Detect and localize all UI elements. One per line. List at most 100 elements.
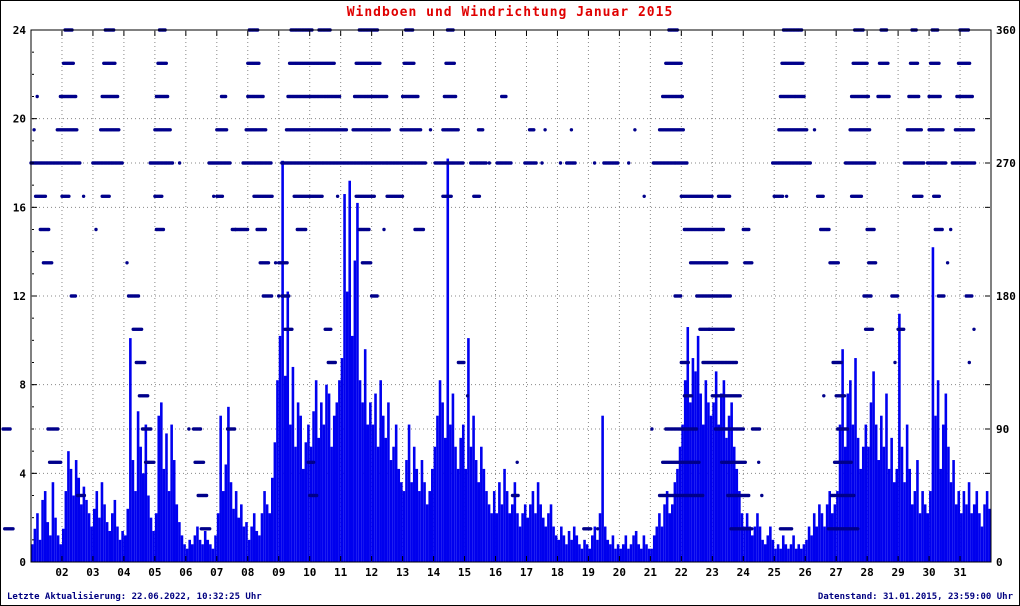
direction-dot [642,194,646,198]
direction-dot [801,61,805,65]
direction-dot [872,227,876,232]
direction-dot [967,61,972,65]
gust-bar [905,424,909,562]
direction-dot [650,427,654,431]
gust-bar [193,535,197,562]
gust-bar [640,548,643,562]
gust-bar [686,327,690,562]
gust-bar [113,499,117,562]
gust-bar [549,504,553,562]
direction-dot [228,161,232,165]
x-tick-label: 06 [179,566,193,579]
last-update-text: Letzte Aktualisierung: 22.06.2022, 10:32… [7,592,262,602]
left-tick-label: 12 [13,290,26,303]
gust-bar [214,535,217,562]
gust-bar [916,460,919,562]
gust-bar [598,513,602,562]
direction-dot [842,394,847,398]
direction-dot [685,161,689,165]
gust-bar [56,535,60,562]
direction-dot [126,294,131,298]
gust-bar [882,446,886,562]
gust-bar [175,504,179,562]
gust-bar [619,548,622,562]
direction-dot [734,360,739,365]
direction-dot [418,128,423,132]
gust-bar [580,548,584,562]
direction-dot [187,427,191,431]
direction-dot [449,194,453,198]
left-tick-label: 16 [13,201,27,214]
gust-bar [539,504,542,562]
gust-bar [116,526,119,562]
x-tick-label: 18 [551,566,564,579]
direction-dot [484,161,488,165]
gust-bar [271,477,274,562]
chart-title: Windboen und Windrichtung Januar 2015 [346,5,674,20]
gust-bar [227,406,230,562]
direction-dot [208,527,212,531]
gust-bar [141,473,145,562]
x-tick-label: 16 [489,566,503,579]
gust-bar [95,491,99,562]
gust-bar [763,544,767,562]
direction-dot [43,194,48,198]
gust-bar [787,548,790,562]
direction-dot [970,294,974,298]
gust-bar [941,424,945,562]
direction-dot [315,493,319,498]
gust-bar [562,535,566,562]
gust-bar [874,424,878,562]
gust-bar [487,504,491,562]
direction-dot [865,61,869,65]
direction-dot [915,61,920,65]
gust-bar [983,504,986,562]
direction-dot [421,227,426,232]
gust-bar [529,504,532,562]
x-tick-label: 14 [427,566,441,579]
gust-bar [433,446,437,562]
gust-bar [245,522,248,562]
gust-bar [384,437,388,562]
left-tick-label: 8 [19,379,26,392]
gust-bar [312,411,315,562]
gust-bar [898,313,901,562]
gust-bar [557,539,561,562]
direction-dot [532,128,536,132]
gust-bar [606,539,610,562]
gust-bar [82,486,86,562]
direction-dot [344,128,349,132]
direction-dot [679,61,683,65]
gust-bar [154,513,158,562]
gust-bar [240,504,243,562]
gust-bar [588,548,591,562]
gust-bar [247,539,251,562]
direction-dot [220,194,225,198]
gust-bar [565,544,568,562]
left-tick-label: 24 [13,24,27,37]
direction-dot [50,261,54,265]
gust-bar [301,468,305,562]
gust-bar [441,402,444,562]
direction-dot [789,527,794,531]
gust-bar [756,513,759,562]
gust-bar [748,526,751,562]
direction-dot [886,61,890,65]
gust-bar [833,504,837,562]
gust-bar [967,482,971,562]
gust-bar [652,535,656,562]
direction-dot [462,360,466,365]
direction-dot [139,327,144,331]
gust-bar [351,335,354,562]
gust-bar [387,402,390,562]
direction-dot [573,161,577,165]
direction-dot [56,427,60,431]
direction-dot [686,360,690,365]
direction-dot [821,194,825,198]
gust-bar [160,402,163,562]
gust-bar [683,380,687,562]
direction-dot [941,128,945,132]
gust-bar [609,544,612,562]
gust-bar [464,468,468,562]
gust-bar [784,544,788,562]
